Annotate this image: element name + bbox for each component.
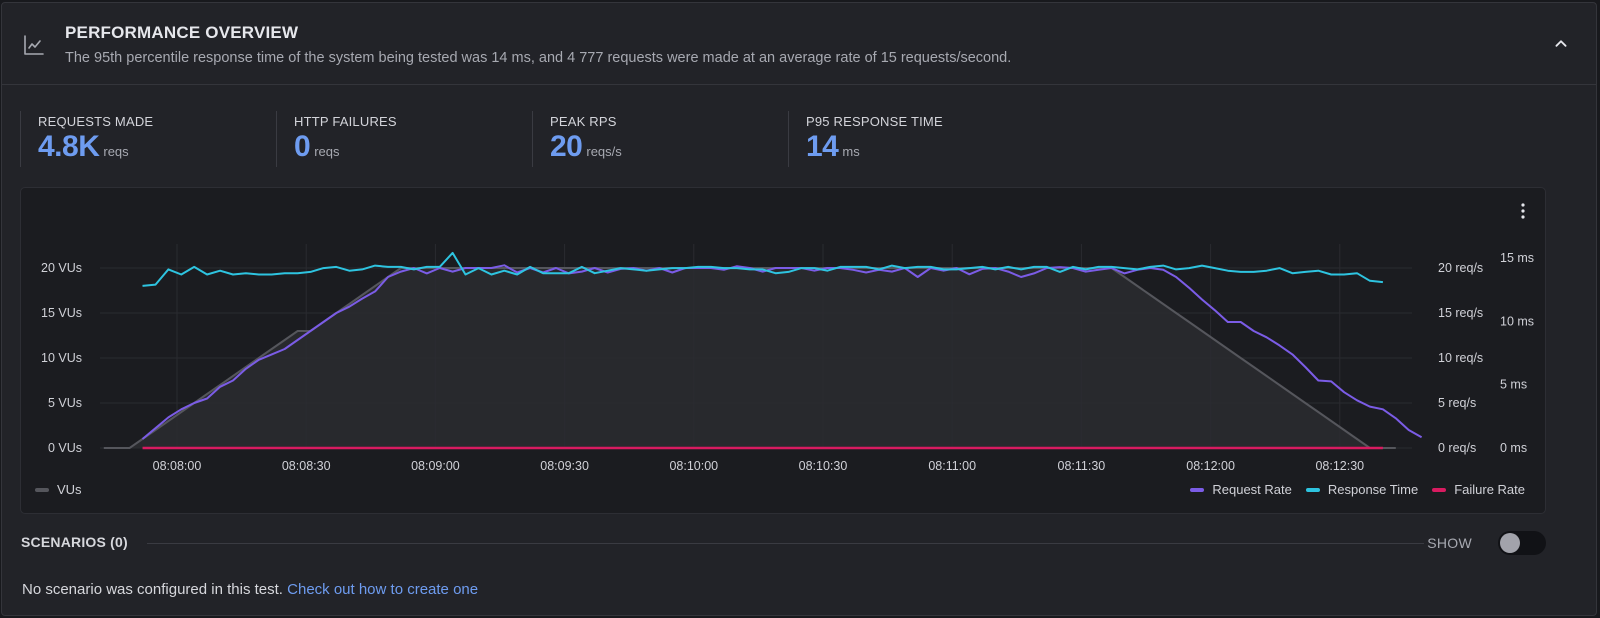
stat-p95-response-time: P95 RESPONSE TIME 14 ms	[788, 111, 943, 167]
stat-value: 4.8K	[38, 130, 100, 163]
x-tick-label: 08:09:30	[540, 459, 589, 473]
stat-unit: reqs	[314, 144, 340, 159]
section-header: PERFORMANCE OVERVIEW The 95th percentile…	[2, 3, 1596, 85]
stat-value: 0	[294, 130, 311, 163]
stat-peak-rps: PEAK RPS 20 reqs/s	[532, 111, 622, 167]
chevron-up-icon[interactable]	[1550, 33, 1572, 55]
legend-item-request-rate[interactable]: Request Rate	[1190, 482, 1292, 497]
legend-swatch	[1432, 487, 1447, 492]
stat-label: REQUESTS MADE	[38, 114, 154, 129]
stats-row: REQUESTS MADE 4.8K reqs HTTP FAILURES 0 …	[20, 111, 1080, 167]
stat-unit: ms	[842, 144, 860, 159]
stat-requests-made: REQUESTS MADE 4.8K reqs	[20, 111, 153, 167]
stat-unit: reqs	[103, 144, 129, 159]
legend-item-vus[interactable]: VUs	[35, 482, 82, 497]
x-tick-label: 08:11:00	[928, 459, 976, 473]
y-right-rps-tick-label: 15 req/s	[1438, 306, 1483, 320]
scenarios-empty-text: No scenario was configured in this test.	[22, 581, 283, 598]
y-right-ms-tick-label: 15 ms	[1500, 251, 1534, 265]
show-label: SHOW	[1427, 535, 1472, 551]
y-right-rps-tick-label: 20 req/s	[1438, 261, 1483, 275]
stat-value: 14	[806, 130, 839, 163]
legend-label: Request Rate	[1212, 482, 1292, 497]
y-right-ms-tick-label: 10 ms	[1500, 314, 1534, 328]
y-left-tick-label: 15 VUs	[41, 306, 82, 320]
request-rate-line	[141, 264, 1423, 440]
x-tick-label: 08:12:00	[1186, 459, 1235, 473]
legend-swatch	[35, 487, 49, 492]
y-left-tick-label: 10 VUs	[41, 351, 82, 365]
x-tick-label: 08:10:00	[669, 459, 718, 473]
x-tick-label: 08:10:30	[799, 459, 848, 473]
create-scenario-link[interactable]: Check out how to create one	[287, 581, 479, 598]
x-tick-label: 08:11:30	[1058, 459, 1106, 473]
scenarios-message: No scenario was configured in this test.…	[22, 581, 478, 598]
y-right-rps-tick-label: 5 req/s	[1438, 396, 1476, 410]
y-right-rps-tick-label: 10 req/s	[1438, 351, 1483, 365]
response-time-line	[142, 251, 1383, 287]
stat-label: HTTP FAILURES	[294, 114, 397, 129]
toggle-knob	[1500, 533, 1520, 553]
stat-value: 20	[550, 130, 583, 163]
x-tick-label: 08:08:00	[153, 459, 202, 473]
y-left-tick-label: 0 VUs	[48, 441, 82, 455]
legend-right: Request Rate Response Time Failure Rate	[1176, 482, 1525, 497]
legend-left: VUs	[35, 482, 82, 497]
divider	[147, 543, 1424, 544]
x-tick-label: 08:09:00	[411, 459, 460, 473]
vus-area	[103, 268, 1396, 448]
show-scenarios-toggle[interactable]	[1498, 531, 1546, 555]
stat-label: P95 RESPONSE TIME	[806, 114, 943, 129]
scenarios-section: SCENARIOS (0) SHOW	[20, 531, 1546, 555]
legend-swatch	[1305, 487, 1320, 492]
legend-label: Response Time	[1327, 482, 1419, 497]
line-chart-icon	[24, 35, 44, 55]
legend-label: VUs	[57, 482, 82, 497]
y-left-tick-label: 20 VUs	[41, 261, 82, 275]
y-left-tick-label: 5 VUs	[48, 396, 82, 410]
y-right-ms-tick-label: 5 ms	[1500, 378, 1527, 392]
scenarios-title: SCENARIOS (0)	[21, 534, 128, 550]
legend-item-response-time[interactable]: Response Time	[1305, 482, 1419, 497]
legend-label: Failure Rate	[1454, 482, 1525, 497]
stat-label: PEAK RPS	[550, 114, 617, 129]
y-right-ms-tick-label: 0 ms	[1500, 441, 1527, 455]
stat-unit: reqs/s	[586, 144, 622, 159]
legend-swatch	[1190, 487, 1205, 492]
legend-item-failure-rate[interactable]: Failure Rate	[1432, 482, 1525, 497]
performance-chart: 08:08:00 08:08:30 08:09:00 08:09:30 08:10:00…	[20, 187, 1546, 514]
section-title: PERFORMANCE OVERVIEW	[65, 23, 299, 42]
stat-http-failures: HTTP FAILURES 0 reqs	[276, 111, 397, 167]
section-summary: The 95th percentile response time of the…	[65, 50, 1012, 66]
x-tick-label: 08:12:30	[1315, 459, 1364, 473]
y-right-rps-tick-label: 0 req/s	[1438, 441, 1476, 455]
chart-plot-area[interactable]: 08:08:00 08:08:30 08:09:00 08:09:30 08:10:00…	[21, 188, 1547, 478]
more-vertical-icon[interactable]	[1515, 200, 1531, 222]
x-tick-label: 08:08:30	[282, 459, 331, 473]
